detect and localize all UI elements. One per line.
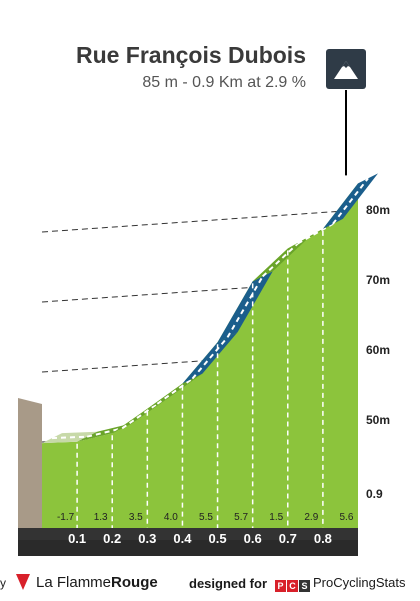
distance-label: 0.5 xyxy=(209,531,227,546)
approach-block xyxy=(18,398,42,528)
distance-label: 0.2 xyxy=(103,531,121,546)
ridge-centerline xyxy=(121,402,158,430)
ridge-segment xyxy=(217,271,273,343)
ridge-segment xyxy=(252,238,308,282)
chart-labels: 50m 60m 70m 80m 0.1 0.2 0.3 0.4 0.5 0.6 0.7 0.8 0.9 -… xyxy=(57,203,390,546)
elevation-profile-chart: 50m 60m 70m 80m 0.1 0.2 0.3 0.4 0.5 0.6 0.7 0.8 0.9 -… xyxy=(18,90,390,556)
pcs-badge-p: P xyxy=(275,580,286,592)
ridge-centerline xyxy=(86,427,123,438)
profile-face xyxy=(42,183,358,528)
footer-fragment: y xyxy=(0,576,6,590)
mountain-icon xyxy=(326,49,366,89)
pcs-badge-s: S xyxy=(299,580,310,592)
distance-label: 0.4 xyxy=(173,531,192,546)
profile-area xyxy=(18,90,378,556)
ridge-centerline xyxy=(261,242,299,278)
climb-summary: 85 m - 0.9 Km at 2.9 % xyxy=(142,74,306,91)
base-bar-top xyxy=(18,528,358,540)
gradient-label: 2.9 xyxy=(304,512,318,523)
distance-label: 0.1 xyxy=(68,531,86,546)
ridge-centerline xyxy=(332,177,369,225)
y-tick-label: 70m xyxy=(366,273,390,287)
designed-for-label: designed for xyxy=(189,576,268,591)
ridge-centerline xyxy=(51,435,88,440)
la-flamme-rouge-logo[interactable]: La FlammeRouge xyxy=(16,574,158,591)
ridge-centerline xyxy=(191,336,229,380)
distance-label: 0.8 xyxy=(314,531,332,546)
gradient-label: 1.5 xyxy=(269,512,283,523)
end-distance-label: 0.9 xyxy=(366,487,383,501)
base-bar-front xyxy=(18,540,358,556)
distance-label: 0.7 xyxy=(279,531,297,546)
ridge-segment xyxy=(42,431,98,444)
page-title: Rue François Dubois xyxy=(75,42,306,68)
brand-prefix: La Flamme xyxy=(36,574,112,591)
gradient-label: 5.5 xyxy=(199,512,213,523)
gradient-label: 5.6 xyxy=(339,512,353,523)
gradient-label: 1.3 xyxy=(94,512,108,523)
gradient-label: 5.7 xyxy=(234,512,248,523)
distance-markers xyxy=(76,230,324,528)
gradient-label: -1.7 xyxy=(57,512,75,523)
ridge-centerline xyxy=(297,223,334,245)
y-tick-label: 80m xyxy=(366,203,390,217)
distance-label: 0.3 xyxy=(138,531,156,546)
y-tick-label: 60m xyxy=(366,343,390,357)
gradient-label: 3.5 xyxy=(129,512,143,523)
ridge-centerline xyxy=(226,275,264,338)
brand-suffix: Rouge xyxy=(111,574,158,591)
procyclingstats-link[interactable]: ProCyclingStats xyxy=(313,575,406,590)
pcs-badge-c: C xyxy=(287,580,298,592)
gradient-label: 4.0 xyxy=(164,512,178,523)
gridline xyxy=(41,209,359,233)
y-tick-label: 50m xyxy=(366,413,390,427)
distance-label: 0.6 xyxy=(244,531,262,546)
flag-icon xyxy=(16,574,30,590)
ridge-centerline xyxy=(156,377,194,405)
